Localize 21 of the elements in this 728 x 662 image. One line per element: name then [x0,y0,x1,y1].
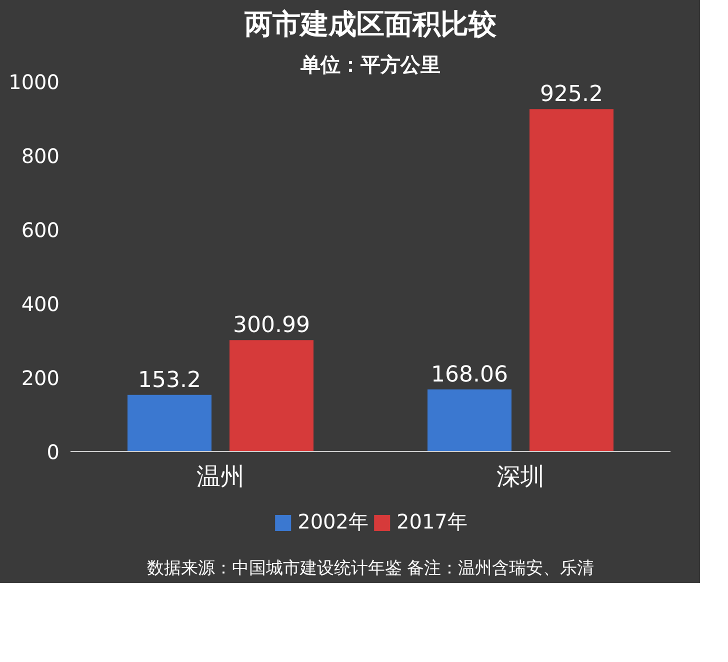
y-tick-label: 0 [46,440,60,464]
x-tick-label: 温州 [196,462,244,490]
chart-title: 两市建成区面积比较 [244,8,498,40]
data-label: 168.06 [431,362,508,388]
data-label: 153.2 [138,368,201,393]
x-tick-label: 深圳 [496,462,544,490]
y-tick-label: 200 [21,366,60,390]
data-label: 300.99 [233,313,310,338]
y-tick-label: 400 [21,292,60,316]
y-tick-label: 600 [21,218,60,242]
bar [230,340,314,452]
source-note: 数据来源：中国城市建设统计年鉴 备注：温州含瑞安、乐清 [146,558,594,578]
bar [530,109,614,452]
bar [128,394,212,452]
y-tick-label: 1000 [8,70,60,94]
data-label: 925.2 [540,82,603,108]
bar [428,389,512,452]
legend-label: 2002年 [298,508,368,536]
chart-subtitle: 单位：平方公里 [300,52,440,76]
y-tick-label: 800 [21,144,60,168]
legend-label: 2017年 [396,508,468,536]
